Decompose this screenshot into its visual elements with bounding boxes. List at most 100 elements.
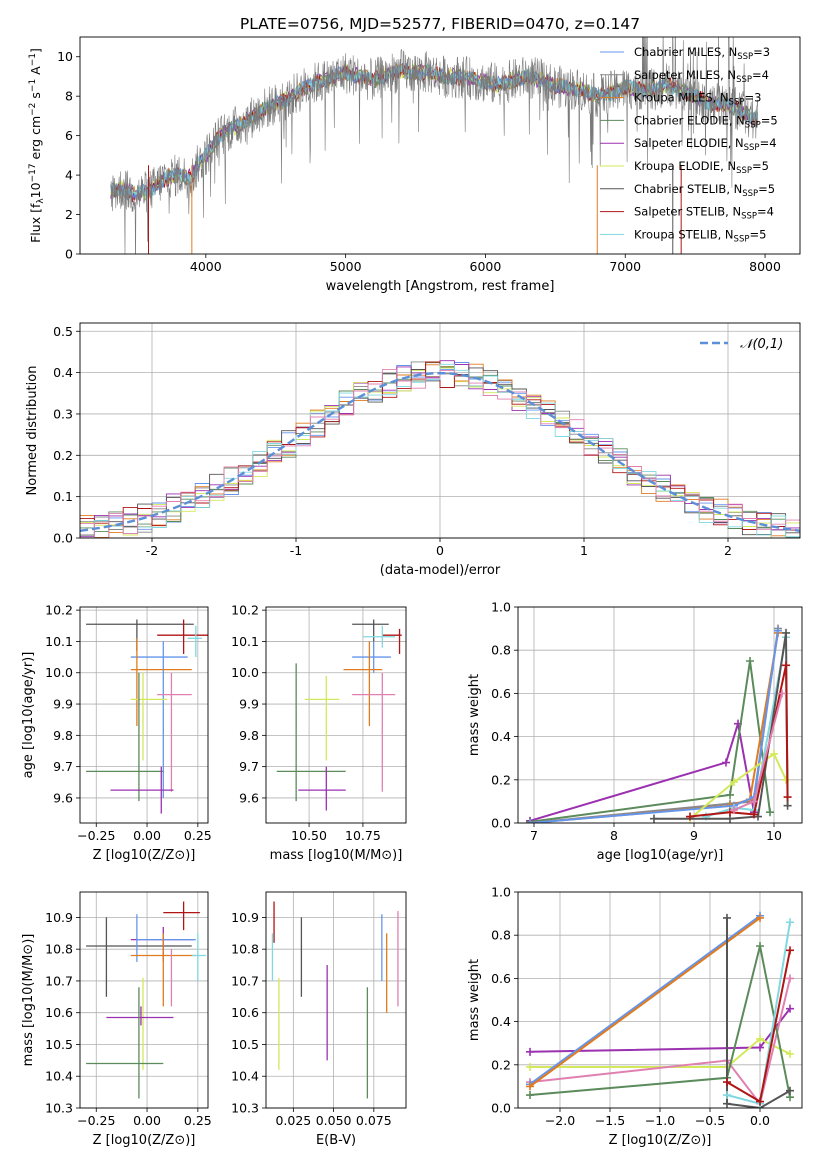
label-part: erg cm <box>28 116 43 164</box>
y-tick-label: 10.9 <box>45 910 73 925</box>
weight-series <box>529 978 791 1106</box>
weight-marker <box>782 775 790 784</box>
y-tick-label: 0.1 <box>53 489 73 504</box>
y-tick-label: 9.7 <box>53 759 73 774</box>
y-tick-label: 0.3 <box>53 406 73 421</box>
x-tick-label: 0.25 <box>184 828 212 843</box>
x-tick-label: 0.075 <box>356 1113 392 1128</box>
weight-marker <box>786 1004 794 1013</box>
y-tick-label: 9.9 <box>53 697 73 712</box>
x-axis-label: age [log10(age/yr)] <box>597 848 724 863</box>
x-tick-label: −0.25 <box>77 828 115 843</box>
axes-frame <box>79 36 801 255</box>
label-part: ] <box>28 48 43 53</box>
x-axis-label: Z [log10(Z/Z⊙)] <box>609 1133 712 1148</box>
legend-value: =4 <box>752 68 769 82</box>
y-tick-label: 10.5 <box>231 1037 259 1052</box>
error-bar-point <box>343 641 383 726</box>
y-tick-label: 9.7 <box>239 759 259 774</box>
weight-marker <box>786 974 794 983</box>
y-tick-label: 10.2 <box>45 603 73 618</box>
error-bar-point <box>352 641 391 673</box>
x-tick-label: 0.050 <box>316 1113 352 1128</box>
x-tick-label: 7000 <box>609 259 641 274</box>
plot-area <box>86 901 206 1099</box>
legend-value: =5 <box>749 227 766 241</box>
legend-subscript: SSP <box>745 120 761 130</box>
weight-marker <box>722 758 730 767</box>
weight-marker <box>750 797 758 806</box>
weight-marker <box>650 814 658 823</box>
error-bar-point <box>191 933 206 981</box>
y-tick-label: 10.3 <box>231 1101 259 1116</box>
weight-series <box>726 950 791 1104</box>
axes-spectrum: 4000 5000 6000 7000 8000 0 2 4 6 8 10 wavelength [A… <box>28 36 801 294</box>
label-part: −1 <box>28 53 38 66</box>
y-tick-label: 10.8 <box>45 942 73 957</box>
y-tick-label: 10.7 <box>231 973 259 988</box>
weight-marker <box>770 749 778 758</box>
x-tick-label: 10.50 <box>291 828 327 843</box>
y-tick-label: 9.6 <box>53 790 73 805</box>
error-bar-point <box>110 766 174 814</box>
error-bar-point <box>106 1006 174 1026</box>
x-axis-label: mass [log10(M/M⊙)] <box>270 848 403 863</box>
y-tick-label: 0.0 <box>491 1101 511 1116</box>
x-axis-label: (data-model)/error <box>380 563 501 578</box>
weight-series <box>529 914 761 1086</box>
x-tick-label: 7 <box>530 828 538 843</box>
x-tick-label: 10.75 <box>345 828 381 843</box>
error-bar-point <box>86 672 164 802</box>
y-axis-label: age [log10(age/yr)] <box>21 652 36 779</box>
weight-marker <box>686 812 694 821</box>
legend-entry: Salpeter MILES, NSSP=4 <box>634 68 769 85</box>
weight-marker <box>750 810 758 819</box>
weight-marker <box>730 777 738 786</box>
x-tick-label: 0 <box>436 543 444 558</box>
error-bar-point <box>86 917 192 997</box>
y-tick-label: 9.8 <box>53 728 73 743</box>
label-part: λ <box>36 198 46 204</box>
error-bar-point <box>352 619 389 642</box>
x-tick-label: 6000 <box>470 259 502 274</box>
legend-subscript: SSP <box>729 98 745 108</box>
y-tick-label: 10.6 <box>231 1005 259 1020</box>
y-tick-label: 4 <box>65 168 73 183</box>
error-bar-point <box>130 926 194 962</box>
y-tick-label: 9.6 <box>239 790 259 805</box>
y-axis-label: mass weight <box>467 959 482 1041</box>
weight-marker <box>782 628 790 637</box>
legend: 𝒩(0,1) <box>700 337 783 352</box>
x-tick-label: 2 <box>724 543 732 558</box>
y-tick-label: 0.5 <box>53 324 73 339</box>
weight-marker <box>746 657 754 665</box>
weight-marker <box>723 913 731 922</box>
weight-marker <box>756 1097 764 1106</box>
y-tick-label: 0.6 <box>491 971 511 986</box>
weight-marker <box>526 1082 534 1091</box>
axes-frame <box>265 891 407 1109</box>
weight-marker <box>756 1043 764 1052</box>
x-tick-label: −0.5 <box>695 1113 725 1128</box>
x-tick-label: 0.00 <box>133 828 161 843</box>
label-part: −17 <box>28 163 38 182</box>
observed-spectrum <box>110 37 759 254</box>
axes-frame <box>265 606 407 824</box>
y-axis-label: mass [log10(M/M⊙)] <box>21 934 36 1067</box>
weight-series <box>529 630 779 823</box>
legend-subscript: SSP <box>744 143 760 153</box>
error-bar-point <box>86 987 164 1099</box>
legend-value: =5 <box>758 182 775 196</box>
axes-weight_vs_Z: −2.0 −1.5 −1.0 −0.5 0.0 0.0 0.2 0.4 0.6 0.8 1.0 Z [… <box>467 885 803 1148</box>
weight-marker <box>786 918 794 927</box>
y-tick-label: 0.4 <box>491 1014 511 1029</box>
error-bar-point <box>136 914 196 962</box>
legend-value: =3 <box>744 91 761 105</box>
legend-entry: Salpeter STELIB, NSSP=4 <box>634 205 774 222</box>
weight-marker <box>756 913 764 922</box>
error-bar-point <box>298 766 346 811</box>
label-part: 10 <box>28 182 43 198</box>
error-bar-point <box>382 628 402 654</box>
axes-frame <box>517 606 803 824</box>
